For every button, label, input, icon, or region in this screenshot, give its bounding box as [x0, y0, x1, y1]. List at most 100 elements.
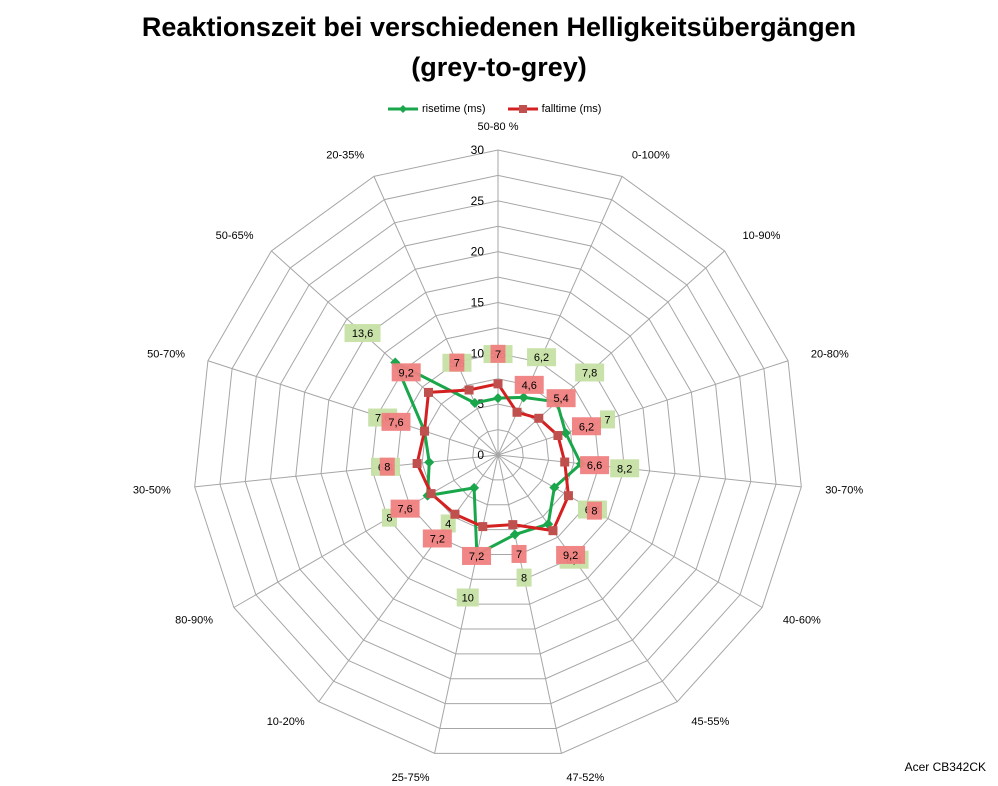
- data-point: [469, 482, 480, 493]
- data-label: 8,2: [617, 463, 632, 475]
- grid-ring: [194, 149, 802, 754]
- legend-risetime-marker: [388, 105, 418, 113]
- data-label-bg: [527, 348, 557, 367]
- data-point: [450, 509, 460, 519]
- category-label: 20-35%: [326, 149, 364, 161]
- grid-spoke: [318, 454, 499, 703]
- data-label: 7: [604, 414, 610, 426]
- category-label: 30-70%: [825, 484, 863, 496]
- data-point: [508, 520, 518, 530]
- radar-grid: [194, 149, 802, 754]
- series-line: [415, 382, 570, 533]
- grid-ring: [371, 327, 625, 580]
- data-point: [553, 431, 563, 441]
- grid-ring: [244, 200, 752, 705]
- data-labels: 7 4,6 5,4 6,2 6,6 8 9,2 7 7,2 7,2 7,6 8 7,6 9,2 7: [379, 344, 610, 565]
- grid-spoke: [497, 454, 678, 703]
- data-label-bg: [440, 514, 456, 533]
- data-point: [512, 407, 522, 417]
- data-label: 6,2: [579, 421, 594, 433]
- legend-item-risetime: risetime (ms): [388, 103, 486, 115]
- data-point: [560, 428, 571, 439]
- data-label-bg: [449, 353, 465, 372]
- monitor-model-label: Acer CB342CK: [904, 760, 986, 774]
- grid-spoke: [497, 360, 789, 456]
- data-label-bg: [381, 412, 411, 431]
- data-label: 7,8: [582, 367, 597, 379]
- data-point: [534, 413, 544, 423]
- chart-subtitle: (grey-to-grey): [411, 52, 587, 82]
- data-label-bg: [514, 375, 544, 394]
- category-label: 10-90%: [742, 230, 780, 242]
- data-label: 8: [521, 573, 527, 585]
- data-label: 7,2: [430, 533, 445, 545]
- data-label-bg: [556, 545, 586, 564]
- chart-title: Reaktionszeit bei verschiedenen Helligke…: [141, 12, 857, 42]
- grid-spoke: [194, 454, 499, 488]
- data-label-bg: [456, 588, 479, 607]
- data-label-bg: [586, 501, 602, 520]
- data-label: 8: [384, 462, 390, 474]
- data-label-bg: [511, 544, 527, 563]
- data-point: [420, 426, 430, 436]
- data-label: 8: [591, 506, 597, 518]
- category-label: 50-80 %: [478, 121, 519, 133]
- grid-spoke: [497, 454, 562, 754]
- grid-spoke: [233, 454, 499, 608]
- data-label-bg: [516, 568, 532, 587]
- category-label: 10-20%: [267, 716, 305, 728]
- legend-risetime-label: risetime (ms): [422, 103, 486, 115]
- series-falltime: [412, 379, 573, 536]
- data-label: 7,6: [388, 417, 403, 429]
- data-label-bg: [580, 456, 610, 475]
- grid-ring: [219, 174, 777, 729]
- data-label-bg: [379, 457, 395, 476]
- data-label: 6,6: [587, 460, 602, 472]
- data-point: [412, 459, 422, 469]
- data-label: 7,2: [469, 551, 484, 563]
- data-point: [563, 491, 573, 501]
- data-label-bg: [571, 417, 601, 436]
- radial-tick-label: 0: [477, 448, 484, 462]
- grid-ring: [446, 403, 550, 506]
- data-label-bg: [422, 529, 452, 548]
- data-point: [518, 392, 529, 403]
- radial-tick-label: 5: [477, 397, 484, 411]
- data-point: [560, 457, 570, 467]
- data-point: [464, 385, 474, 395]
- grid-spoke: [497, 454, 802, 488]
- category-label: 20-80%: [811, 348, 849, 360]
- data-point: [493, 379, 503, 389]
- data-label: 7: [516, 549, 522, 561]
- category-label: 40-60%: [783, 615, 821, 627]
- grid-ring: [269, 225, 727, 680]
- data-label: 13,6: [352, 328, 373, 340]
- data-label: 4,6: [522, 380, 537, 392]
- data-point: [509, 529, 520, 540]
- legend-falltime-marker: [507, 105, 538, 113]
- data-label-bg: [391, 363, 421, 382]
- data-label: 5,4: [553, 393, 568, 405]
- grid-ring: [295, 251, 701, 655]
- grid-ring: [320, 276, 676, 630]
- category-label: 50-70%: [147, 348, 185, 360]
- radial-tick-label: 10: [471, 346, 485, 360]
- data-point: [478, 522, 488, 532]
- legend-item-falltime: falltime (ms): [507, 103, 601, 115]
- category-label: 50-65%: [216, 230, 254, 242]
- grid-ring: [345, 301, 651, 605]
- series-line: [393, 360, 583, 556]
- data-point: [423, 387, 433, 397]
- legend: risetime (ms) falltime (ms): [388, 100, 623, 118]
- radial-tick-label: 25: [471, 194, 485, 208]
- grid-ring: [472, 429, 524, 481]
- data-point: [426, 489, 436, 499]
- data-point: [549, 482, 560, 493]
- data-label-bg: [344, 324, 381, 343]
- data-label: 9,2: [399, 367, 414, 379]
- data-point: [469, 397, 480, 408]
- data-label: 4: [445, 518, 451, 530]
- data-label: 7,6: [397, 504, 412, 516]
- data-label-bg: [546, 389, 576, 408]
- radial-tick-label: 20: [471, 245, 485, 259]
